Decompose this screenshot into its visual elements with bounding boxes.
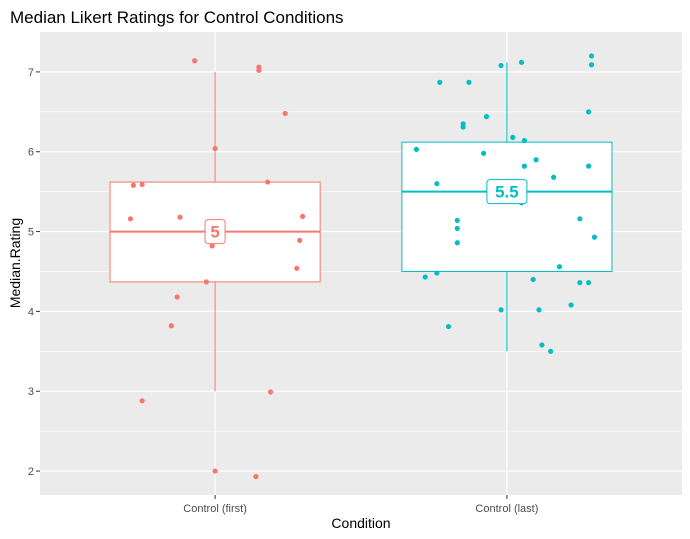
data-point	[139, 398, 145, 404]
y-tick-label: 3	[28, 386, 34, 398]
y-tick-label: 6	[28, 147, 34, 159]
data-point	[127, 216, 134, 222]
data-point	[536, 307, 542, 313]
data-point	[209, 243, 215, 249]
data-point	[212, 468, 218, 474]
data-point	[533, 157, 539, 163]
data-point	[586, 280, 592, 286]
data-point	[480, 150, 487, 156]
data-point	[139, 181, 145, 188]
data-point	[300, 213, 306, 220]
data-point	[297, 237, 303, 243]
data-point	[577, 216, 583, 222]
data-point	[577, 280, 583, 286]
x-tick-label: Control (last)	[475, 503, 538, 515]
data-point	[568, 302, 574, 308]
data-point	[586, 163, 592, 169]
median-label-box	[204, 219, 226, 245]
data-point	[445, 323, 452, 330]
data-point	[498, 62, 504, 69]
median-label: 5	[210, 223, 219, 242]
data-point	[454, 225, 460, 231]
y-tick-label: 4	[28, 306, 34, 318]
data-point	[434, 270, 440, 276]
data-point	[591, 234, 598, 240]
data-point	[588, 62, 595, 68]
y-axis: 2 3 4 5 6 7	[28, 67, 40, 478]
data-point	[192, 58, 198, 64]
data-point	[422, 274, 428, 280]
data-point	[466, 79, 472, 85]
y-tick-label: 7	[28, 67, 34, 79]
data-point	[437, 79, 443, 85]
data-point	[454, 240, 460, 246]
data-point	[177, 214, 183, 220]
data-point	[174, 294, 180, 300]
data-point	[548, 348, 554, 354]
data-point	[212, 145, 218, 152]
data-point	[413, 146, 420, 152]
data-point	[168, 323, 174, 329]
data-point	[518, 59, 525, 65]
median-labels-layer: 55.5	[204, 179, 528, 245]
x-axis: Control (first) Control (last)	[183, 495, 538, 515]
median-label-box	[486, 179, 528, 205]
x-tick-label: Control (first)	[183, 503, 247, 515]
data-point	[556, 264, 563, 270]
data-point	[454, 217, 460, 223]
data-point	[521, 163, 528, 169]
data-point	[256, 67, 262, 73]
median-label: 5.5	[495, 183, 519, 202]
x-axis-title: Condition	[331, 515, 390, 531]
data-point	[588, 53, 595, 59]
y-axis-title: Median.Rating	[7, 218, 23, 308]
data-point	[282, 110, 288, 117]
data-point	[551, 174, 557, 180]
data-point	[267, 389, 274, 395]
data-point	[434, 181, 440, 187]
y-tick-label: 5	[28, 227, 34, 239]
data-point	[530, 276, 536, 283]
data-point	[510, 134, 516, 140]
data-point	[265, 179, 271, 185]
data-point	[539, 342, 545, 348]
data-point	[521, 137, 528, 144]
data-point	[498, 307, 504, 313]
points-layer	[127, 53, 598, 480]
data-point	[130, 182, 136, 188]
data-point	[203, 279, 209, 285]
data-point	[586, 109, 592, 115]
data-point	[294, 265, 300, 271]
data-point	[253, 474, 259, 480]
data-point	[483, 114, 490, 120]
y-tick-label: 2	[28, 466, 34, 478]
chart-title: Median Likert Ratings for Control Condit…	[10, 8, 344, 27]
box-iqr	[401, 141, 613, 272]
data-point	[460, 124, 466, 130]
